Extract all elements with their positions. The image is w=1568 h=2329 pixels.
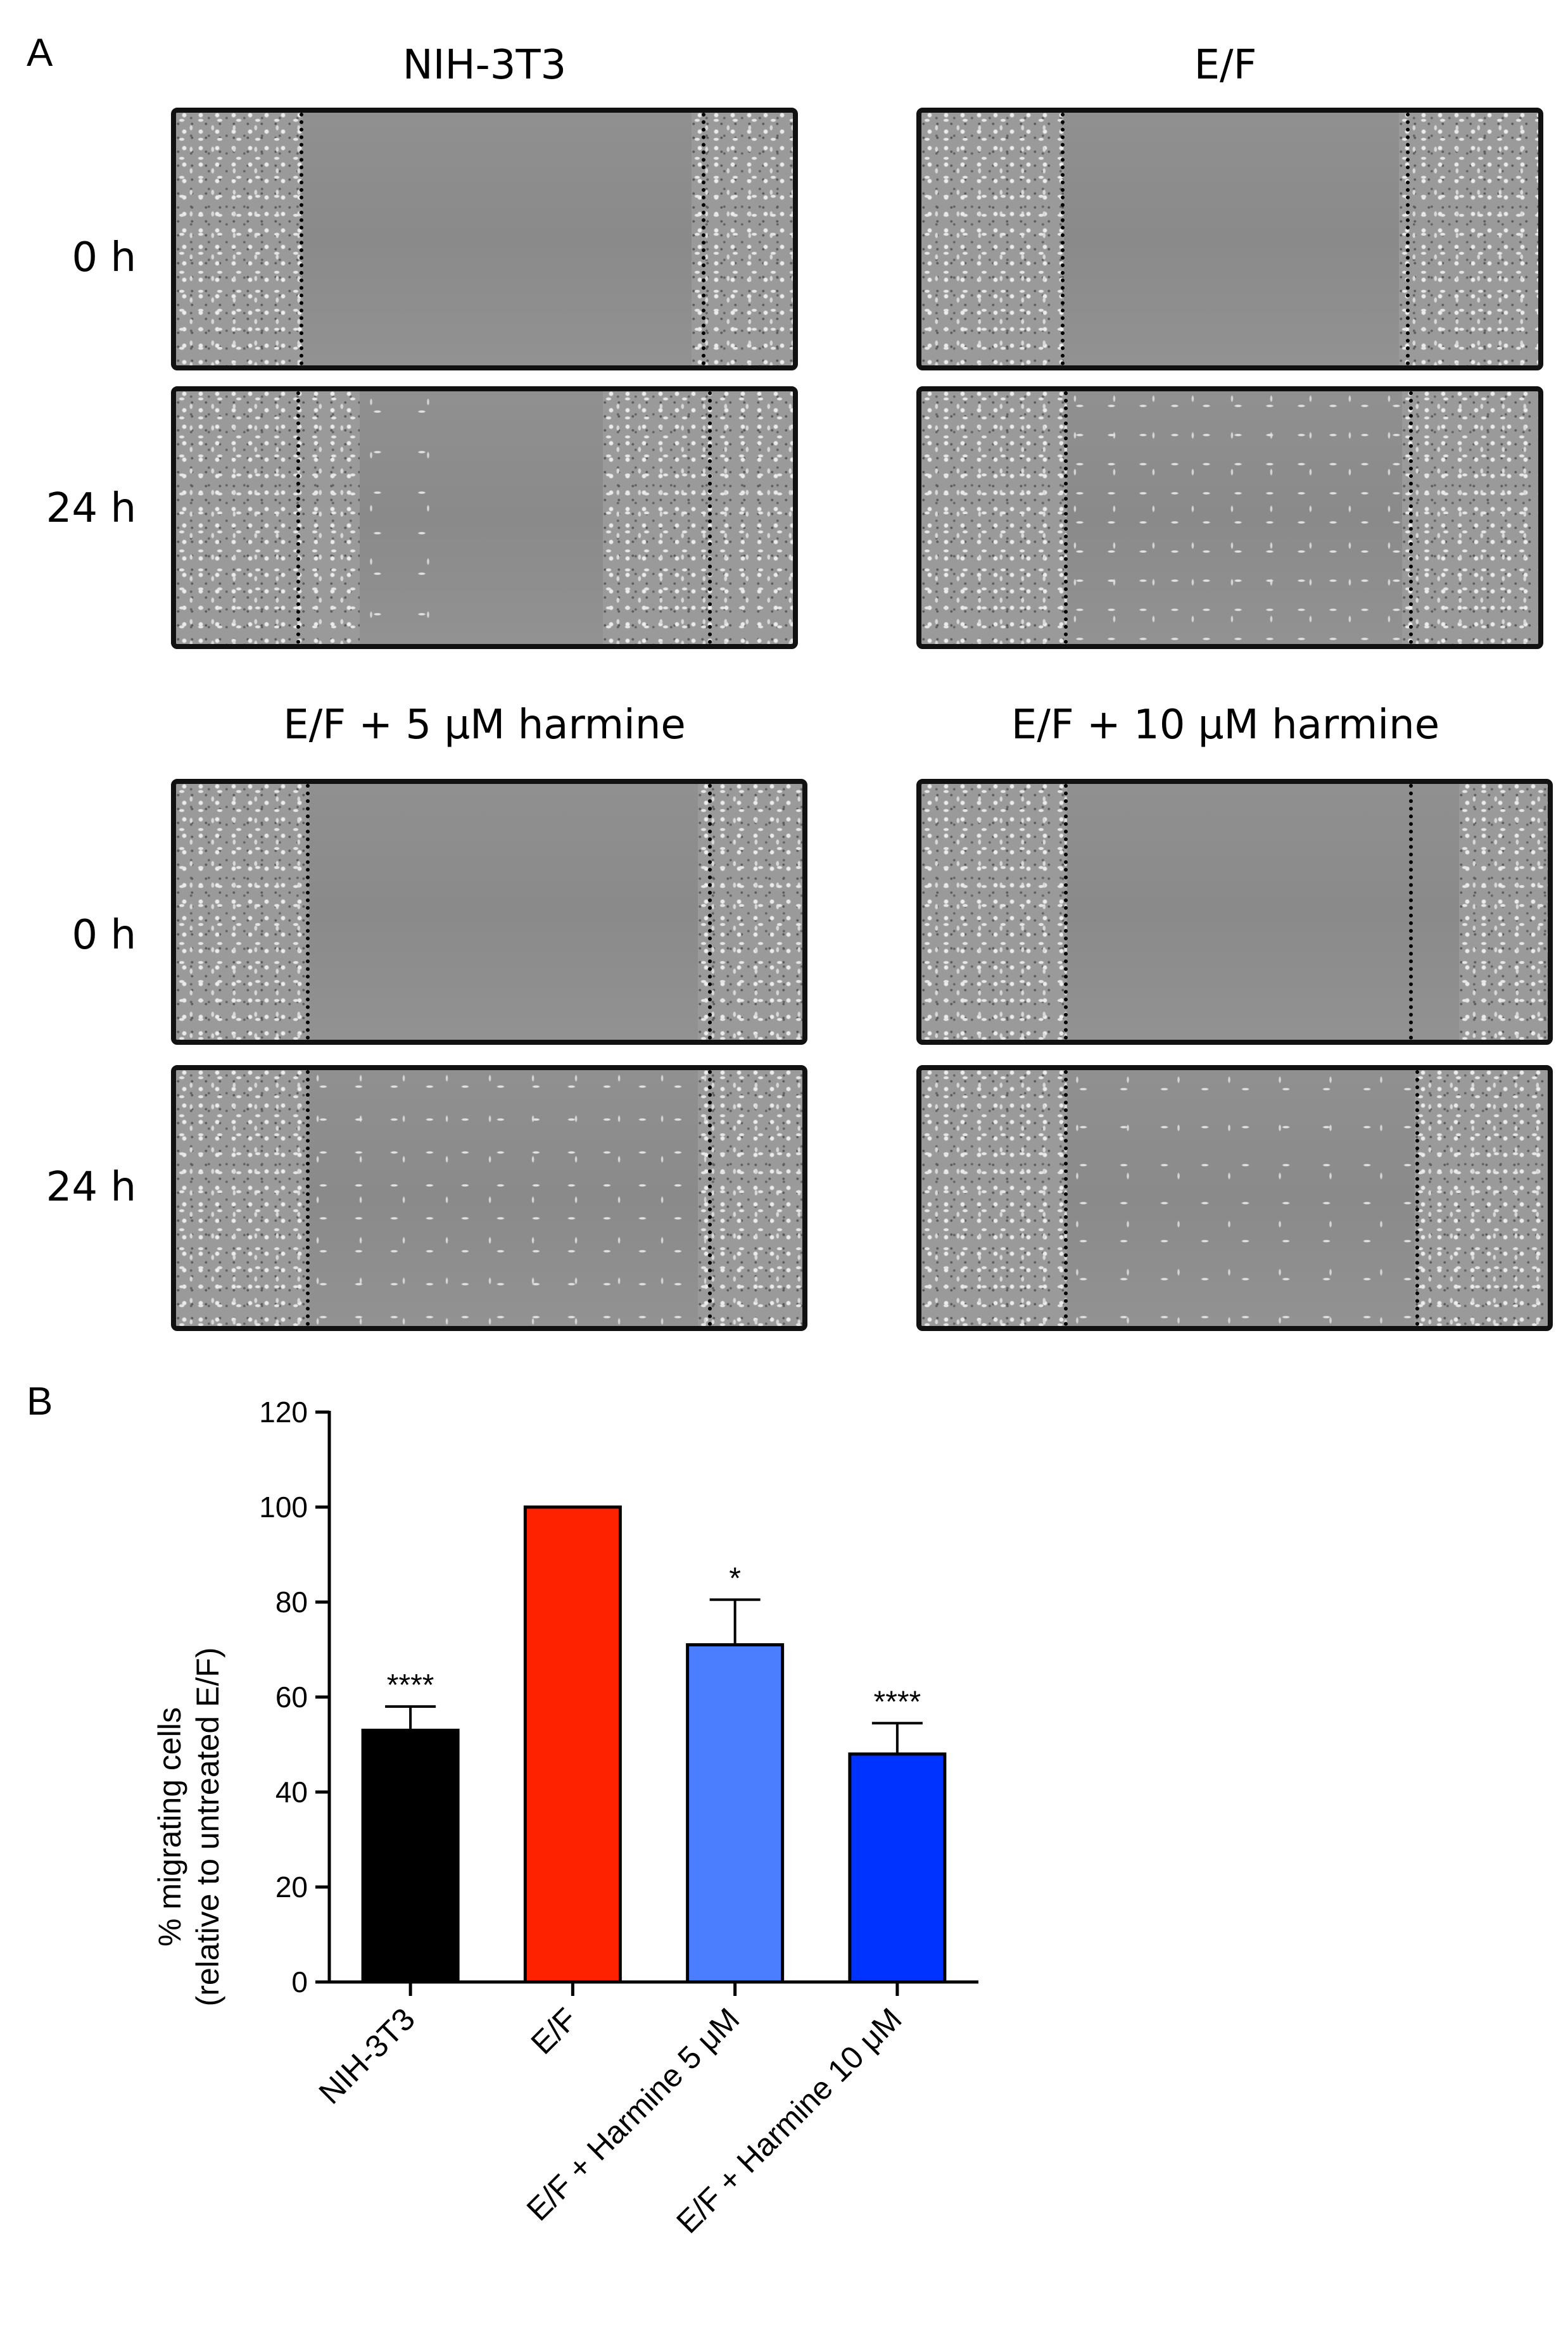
row-label-24h-top: 24 h [46, 485, 136, 532]
y-tick-label: 0 [291, 1966, 308, 1998]
micrograph-ef-24h [916, 386, 1543, 649]
column-title-ef: E/F [1194, 42, 1257, 89]
panel-b-letter: B [27, 1380, 53, 1423]
row-label-0h-top: 0 h [72, 234, 136, 281]
y-axis-label: % migrating cells (relative to untreated… [152, 1648, 225, 2007]
row-label-0h-bottom: 0 h [72, 912, 136, 959]
y-tick-label: 20 [275, 1871, 308, 1903]
row-label-24h-bottom: 24 h [46, 1164, 136, 1211]
column-title-ef-5um-harmine: E/F + 5 μM harmine [283, 702, 686, 748]
y-tick-label: 80 [275, 1586, 308, 1619]
bars: ********* [361, 1505, 947, 1984]
y-tick-label: 120 [259, 1396, 308, 1429]
bar-1 [523, 1505, 622, 1984]
panel-a-letter: A [27, 31, 53, 75]
bar-0 [361, 1729, 460, 1984]
column-title-ef-10um-harmine: E/F + 10 μM harmine [1011, 702, 1440, 748]
column-title-nih3t3: NIH-3T3 [402, 42, 567, 89]
micrograph-nih3t3-24h [171, 386, 798, 649]
micrograph-ef-0h [916, 108, 1543, 370]
y-axis: 0 20 40 60 80 100 120 [259, 1396, 331, 1998]
micrograph-nih3t3-0h [171, 108, 798, 370]
micrograph-ef-5um-0h [171, 779, 807, 1045]
x-axis: NIH-3T3 E/FE/F + Harmine 5 μME/F + Harmin… [312, 1980, 978, 2240]
bar-chart: % migrating cells (relative to untreated… [152, 1396, 978, 2240]
micrograph-ef-10um-0h [916, 779, 1553, 1045]
y-tick-label: 60 [275, 1681, 308, 1714]
bar-3 [848, 1752, 947, 1984]
y-axis-label-line1: % migrating cells [152, 1707, 187, 1947]
micrograph-ef-5um-24h [171, 1065, 807, 1331]
bar-2 [686, 1643, 785, 1984]
significance-label: * [729, 1562, 741, 1595]
significance-label: **** [387, 1669, 434, 1702]
significance-label: **** [874, 1685, 921, 1719]
y-tick-label: 100 [259, 1491, 308, 1524]
y-tick-label: 40 [275, 1776, 308, 1808]
x-tick-label: NIH-3T3 [312, 2001, 422, 2111]
y-axis-label-line2: (relative to untreated E/F) [190, 1648, 225, 2007]
micrograph-ef-10um-24h [916, 1065, 1553, 1331]
x-tick-label: E/F [524, 2001, 585, 2061]
